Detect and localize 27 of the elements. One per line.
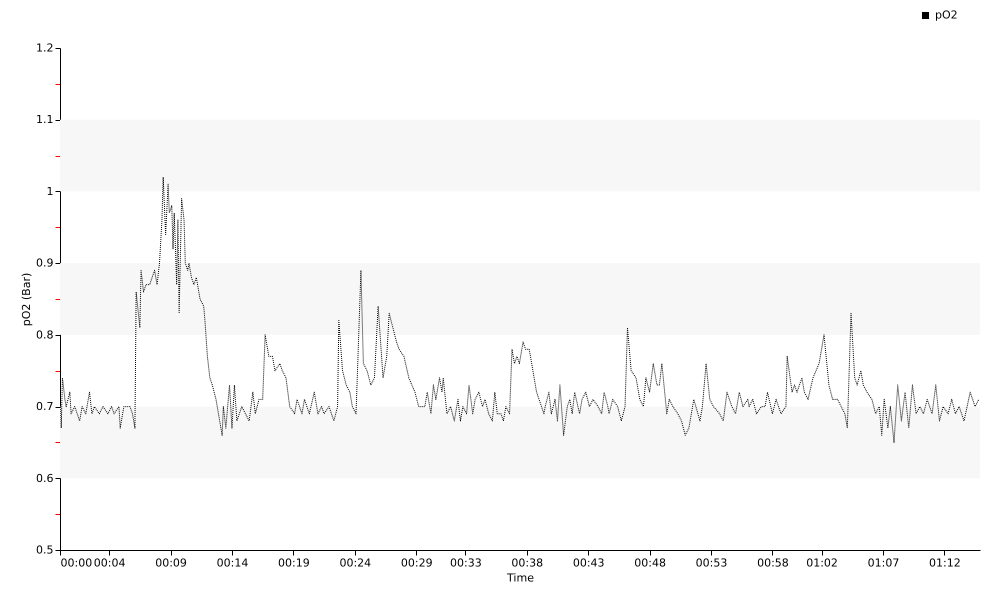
x-tick-label: 00:53 [696, 556, 728, 570]
x-tick-label: 00:14 [216, 556, 248, 570]
x-tick-label: 00:04 [94, 556, 126, 570]
x-tick-label: 00:24 [339, 556, 372, 570]
y-tick-label: 0.7 [36, 400, 54, 414]
x-tick-label: 00:48 [634, 556, 666, 570]
x-tick-label: 00:09 [155, 556, 187, 570]
y-tick-label: 0.9 [36, 256, 54, 270]
x-tick-label: 00:38 [511, 556, 544, 570]
x-tick-label: 00:19 [278, 556, 310, 570]
x-tick-label: 00:29 [400, 556, 433, 570]
x-tick-label: 01:12 [929, 556, 961, 570]
x-tick-label: 00:43 [572, 556, 605, 570]
x-tick-label: 01:07 [868, 556, 900, 570]
y-axis-title: pO2 (Bar) [20, 272, 34, 326]
legend-label: pO2 [935, 8, 958, 22]
y-tick-label: 0.5 [36, 544, 54, 556]
x-axis-title: Time [506, 572, 534, 584]
y-tick-label: 0.6 [36, 472, 54, 485]
y-tick-label: 1.2 [36, 42, 54, 54]
x-tick-label: 00:00 [60, 556, 92, 570]
y-tick-label: 1 [46, 184, 54, 198]
x-tick-label: 00:58 [757, 556, 789, 570]
y-tick-label: 1.1 [36, 113, 54, 126]
y-tick-label: 0.8 [36, 328, 54, 342]
x-tick-label: 00:33 [450, 556, 482, 570]
x-tick-label: 01:02 [806, 556, 838, 570]
